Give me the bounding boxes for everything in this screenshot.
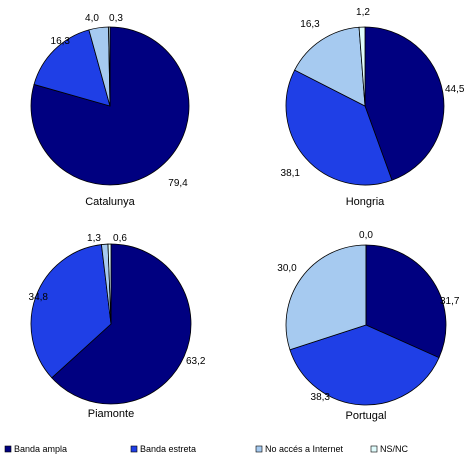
legend-label-banda-estreta: Banda estreta [140, 444, 196, 454]
data-label-portugal-ns-nc: 0,0 [359, 230, 373, 241]
data-label-portugal-no-acces-a-internet: 30,0 [277, 263, 297, 274]
slice-hongria-no-acces-a-internet [294, 26, 366, 107]
legend-swatch-ns-nc [370, 445, 378, 453]
legend-label-no-acces-a-internet: No accés a Internet [265, 444, 344, 454]
pie-catalunya: 79,4 16,3 4,0 0,3 Catalunya [30, 13, 190, 208]
pie-piamonte: 63,2 34,8 1,3 0,6 Piamonte [29, 233, 206, 420]
data-label-portugal-banda-ampla: 31,7 [440, 296, 460, 307]
data-label-piamonte-no-acces-a-internet: 1,3 [87, 233, 101, 244]
data-label-hongria-banda-estreta: 38,1 [281, 168, 301, 179]
legend-label-banda-ampla: Banda ampla [14, 444, 67, 454]
legend-swatch-no-acces-a-internet [255, 445, 263, 453]
data-label-hongria-banda-ampla: 44,5 [445, 84, 465, 95]
slice-portugal-banda-estreta [289, 324, 440, 406]
data-label-catalunya-banda-estreta: 16,3 [51, 36, 71, 47]
pie-portugal: 31,7 38,3 30,0 0,0 Portugal [277, 230, 460, 422]
slice-piamonte-banda-ampla [51, 243, 192, 405]
pie-title-hongria: Hongria [346, 196, 385, 208]
pie-title-portugal: Portugal [346, 410, 387, 422]
slice-hongria-banda-ampla [364, 26, 445, 181]
data-label-catalunya-banda-ampla: 79,4 [168, 178, 188, 189]
data-label-hongria-ns-nc: 1,2 [356, 7, 370, 18]
slice-catalunya-ns-nc [108, 26, 111, 107]
slice-hongria-banda-estreta [285, 69, 393, 186]
slice-catalunya-banda-estreta [33, 29, 111, 107]
data-label-piamonte-banda-ampla: 63,2 [186, 356, 206, 367]
data-label-catalunya-ns-nc: 0,3 [109, 13, 123, 24]
legend-label-ns-nc: NS/NC [380, 444, 409, 454]
data-label-portugal-banda-estreta: 38,3 [311, 392, 331, 403]
slice-piamonte-ns-nc [107, 243, 112, 325]
pie-hongria: 44,5 38,1 16,3 1,2 Hongria [281, 7, 465, 208]
slice-hongria-ns-nc [358, 26, 366, 107]
legend-swatch-banda-ampla [4, 445, 12, 453]
data-label-hongria-no-acces-a-internet: 16,3 [300, 19, 320, 30]
slice-piamonte-banda-estreta [30, 244, 112, 379]
pie-title-piamonte: Piamonte [88, 408, 134, 420]
legend-swatch-banda-estreta [130, 445, 138, 453]
data-label-piamonte-banda-estreta: 34,8 [29, 292, 49, 303]
legend: Banda ampla Banda estreta No accés a Inter… [4, 444, 409, 454]
slice-portugal-no-acces-a-internet [285, 244, 367, 351]
data-label-catalunya-no-acces-a-internet: 4,0 [85, 13, 99, 24]
slice-portugal-banda-ampla [365, 244, 447, 359]
pie-title-catalunya: Catalunya [85, 196, 135, 208]
data-label-piamonte-ns-nc: 0,6 [113, 233, 127, 244]
